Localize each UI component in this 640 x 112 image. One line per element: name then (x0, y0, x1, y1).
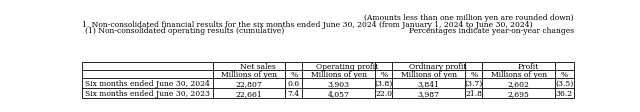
Text: Millions of yen: Millions of yen (491, 70, 547, 78)
Text: Ordinary profit: Ordinary profit (408, 62, 466, 70)
Text: %: % (470, 70, 477, 78)
Text: Millions of yen: Millions of yen (221, 70, 277, 78)
Text: Percentages indicate year-on-year changes: Percentages indicate year-on-year change… (408, 27, 573, 35)
Text: 7.4: 7.4 (288, 89, 300, 97)
Text: %: % (380, 70, 387, 78)
Text: Six months ended June 30, 2023: Six months ended June 30, 2023 (84, 89, 210, 97)
Text: 0.6: 0.6 (288, 79, 300, 87)
Text: 22,807: 22,807 (236, 79, 262, 87)
Text: 4,057: 4,057 (328, 89, 350, 97)
Text: %: % (561, 70, 568, 78)
Text: 3,903: 3,903 (328, 79, 350, 87)
Text: Millions of yen: Millions of yen (401, 70, 457, 78)
Text: %: % (291, 70, 298, 78)
Text: (1) Non-consolidated operating results (cumulative): (1) Non-consolidated operating results (… (84, 27, 284, 35)
Text: 3,987: 3,987 (418, 89, 440, 97)
Text: 22.0: 22.0 (375, 89, 392, 97)
Text: Six months ended June 30, 2024: Six months ended June 30, 2024 (84, 79, 209, 87)
Text: Net sales: Net sales (239, 62, 275, 70)
Text: 22,661: 22,661 (236, 89, 262, 97)
Text: (3.8): (3.8) (374, 79, 393, 87)
Text: 1. Non-consolidated financial results for the six months ended June 30, 2024 (fr: 1. Non-consolidated financial results fo… (83, 21, 533, 29)
Text: Operating profit: Operating profit (316, 62, 378, 70)
Text: 2,602: 2,602 (508, 79, 529, 87)
Bar (83, 62, 573, 98)
Text: Millions of yen: Millions of yen (311, 70, 367, 78)
Text: 36.2: 36.2 (556, 89, 573, 97)
Text: (3.7): (3.7) (465, 79, 483, 87)
Text: 3,841: 3,841 (418, 79, 440, 87)
Text: (3.5): (3.5) (556, 79, 573, 87)
Text: 21.8: 21.8 (465, 89, 482, 97)
Text: (Amounts less than one million yen are rounded down): (Amounts less than one million yen are r… (364, 14, 573, 22)
Text: Profit: Profit (517, 62, 539, 70)
Text: 2,695: 2,695 (508, 89, 529, 97)
